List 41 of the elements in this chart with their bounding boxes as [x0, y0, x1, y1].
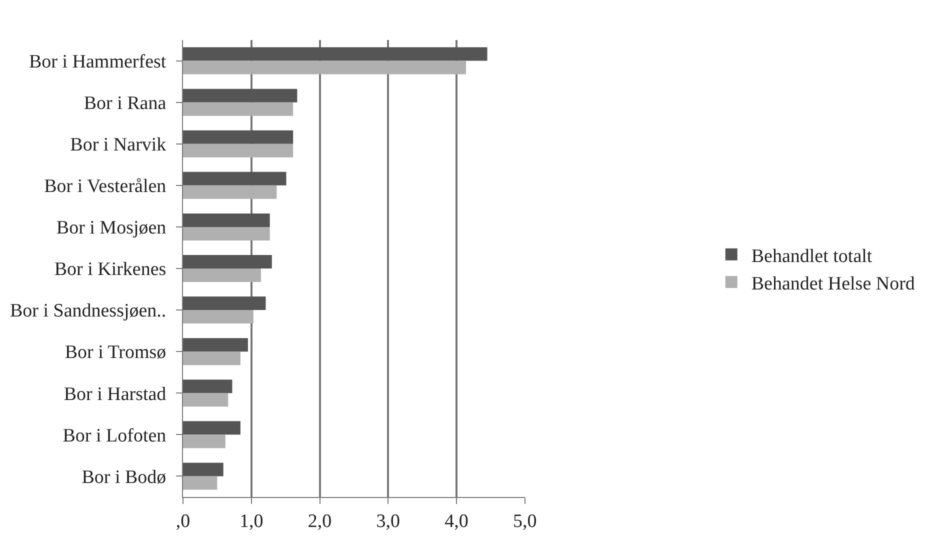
bar: [183, 393, 228, 407]
y-tick-label: Bor i Lofoten: [62, 425, 167, 446]
y-tick-label: Bor i Harstad: [64, 384, 167, 405]
bar: [183, 226, 270, 240]
bar: [183, 88, 298, 102]
x-tick-label: 2,0: [308, 510, 332, 532]
bar: [183, 47, 488, 61]
bar: [183, 130, 294, 144]
bar: [183, 144, 294, 158]
bar: [183, 421, 240, 435]
bar: [183, 338, 248, 352]
legend-label: Behandlet totalt: [751, 246, 873, 267]
y-tick-label: Bor i Tromsø: [64, 342, 166, 364]
y-tick-label: Bor i Sandnessjøen..: [10, 300, 166, 322]
legend-label: Behandet Helse Nord: [751, 273, 916, 294]
bar: [183, 296, 266, 310]
bar: [183, 60, 466, 74]
x-tick-label: 4,0: [444, 510, 468, 532]
bar: [183, 268, 261, 282]
x-tick-label: 3,0: [376, 510, 400, 532]
y-tick-label: Bor i Bodø: [82, 466, 166, 488]
bar: [183, 434, 226, 448]
y-tick-label: Bor i Mosjøen: [56, 218, 167, 239]
bar: [183, 185, 277, 199]
y-tick-label: Bor i Rana: [84, 92, 167, 114]
bar: [183, 172, 286, 186]
bar: [183, 352, 240, 366]
bar: [183, 462, 224, 476]
bar: [183, 102, 294, 116]
bar: [183, 310, 254, 324]
bar: [183, 476, 218, 490]
y-tick-label: Bor i Kirkenes: [54, 259, 166, 280]
y-tick-label: Bor i Vesterålen: [44, 176, 167, 198]
x-tick-label: ,0: [176, 510, 190, 532]
x-tick-label: 1,0: [240, 510, 264, 532]
y-tick-label: Bor i Hammerfest: [29, 51, 167, 72]
x-tick-label: 5,0: [513, 510, 537, 532]
bar: [183, 213, 270, 227]
y-tick-label: Bor i Narvik: [70, 134, 167, 156]
bar: [183, 380, 232, 394]
bar: [183, 255, 272, 268]
